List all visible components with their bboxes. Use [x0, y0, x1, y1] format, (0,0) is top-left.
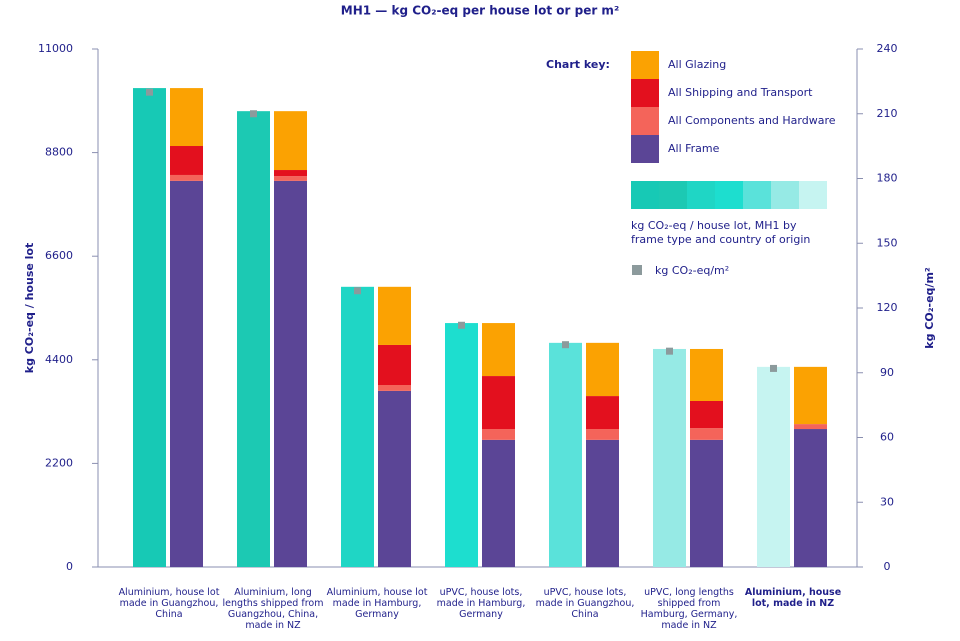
total-bar — [653, 348, 686, 567]
bar-segment — [690, 348, 723, 402]
y2-tick-label: 150 — [877, 236, 898, 249]
bar-segment — [586, 396, 619, 430]
marker — [666, 347, 673, 355]
bar-segment — [482, 323, 515, 377]
legend-label: kg CO₂-eq/m² — [655, 264, 729, 277]
legend-title: Chart key: — [546, 58, 610, 71]
x-tick-label: Aluminium, house lot made in Hamburg, Ge… — [326, 587, 428, 620]
bar-segment — [482, 376, 515, 430]
bar-segment — [274, 170, 307, 177]
total-bar — [757, 366, 790, 567]
y2-tick-label: 120 — [877, 301, 898, 314]
y-tick-label: 8800 — [45, 146, 73, 159]
legend-swatch — [631, 181, 659, 209]
bar-segment — [794, 424, 827, 430]
legend-label: All Components and Hardware — [668, 114, 836, 127]
bar-segment — [378, 286, 411, 345]
total-bar — [237, 111, 270, 567]
legend-swatch — [631, 79, 659, 107]
bar-segment — [482, 429, 515, 440]
bar-segment — [170, 180, 203, 567]
bar-segment — [482, 439, 515, 567]
marker — [354, 287, 361, 295]
bar-segment — [274, 176, 307, 181]
legend-swatch — [631, 135, 659, 163]
y2-tick-label: 90 — [880, 366, 894, 379]
bar-segment — [794, 429, 827, 567]
bar-segment — [378, 390, 411, 567]
y-tick-label: 6600 — [45, 249, 73, 262]
y-tick-label: 11000 — [38, 42, 73, 55]
total-bar — [549, 342, 582, 567]
y-tick-label: 2200 — [45, 456, 73, 469]
y-axis-label: kg CO₂-eq / house lot — [23, 243, 36, 373]
legend-swatch — [631, 107, 659, 135]
bar-segment — [586, 429, 619, 440]
bar-segment — [794, 366, 827, 425]
legend-swatch — [799, 181, 827, 209]
bar-segment — [378, 344, 411, 385]
bar-segment — [378, 384, 411, 391]
x-tick-label: uPVC, house lots, made in Guangzhou, Chi… — [535, 587, 635, 620]
y2-tick-label: 180 — [877, 172, 898, 185]
bar-segment — [170, 88, 203, 147]
total-bar — [445, 323, 478, 567]
legend-swatch — [743, 181, 771, 209]
x-tick-label: uPVC, house lots, made in Hamburg, Germa… — [436, 587, 526, 620]
marker — [146, 88, 153, 96]
y2-tick-label: 30 — [880, 495, 894, 508]
x-tick-label: Aluminium, long lengths shipped from Gua… — [222, 587, 324, 631]
bar-segment — [690, 401, 723, 429]
marker — [458, 321, 465, 329]
total-bar — [341, 286, 374, 567]
marker — [770, 364, 777, 372]
total-bar — [133, 88, 166, 568]
x-tick-label: Aluminium, house lot made in Guangzhou, … — [118, 587, 220, 620]
bar-segment — [690, 439, 723, 567]
y2-tick-label: 240 — [877, 42, 898, 55]
legend-swatch — [771, 181, 799, 209]
chart-title: MH1 — kg CO₂-eq per house lot or per m² — [341, 4, 619, 18]
y-tick-label: 0 — [66, 560, 73, 573]
legend-swatch — [659, 181, 687, 209]
legend-marker — [632, 265, 642, 275]
bar-segment — [170, 174, 203, 181]
legend-label: All Glazing — [668, 58, 726, 71]
x-tick-label: uPVC, long lengths shipped from Hamburg,… — [640, 587, 738, 631]
y2-tick-label: 0 — [884, 560, 891, 573]
y2-tick-label: 210 — [877, 107, 898, 120]
legend-swatch — [687, 181, 715, 209]
bar-segment — [586, 439, 619, 567]
y2-axis-label: kg CO₂-eq/m² — [923, 267, 936, 349]
bar-segment — [170, 146, 203, 175]
y2-tick-label: 60 — [880, 431, 894, 444]
bar-segment — [274, 180, 307, 567]
legend-label: kg CO₂-eq / house lot, MH1 by frame type… — [631, 219, 811, 246]
bar-segment — [690, 428, 723, 440]
bar-segment — [274, 111, 307, 171]
bar-segment — [586, 342, 619, 397]
legend-swatch — [715, 181, 743, 209]
legend-label: All Frame — [668, 142, 720, 155]
legend-swatch — [631, 51, 659, 79]
marker — [250, 110, 257, 118]
x-tick-label: Aluminium, house lot, made in NZ — [744, 587, 842, 609]
y-tick-label: 4400 — [45, 353, 73, 366]
marker — [562, 341, 569, 349]
legend-label: All Shipping and Transport — [668, 86, 813, 99]
